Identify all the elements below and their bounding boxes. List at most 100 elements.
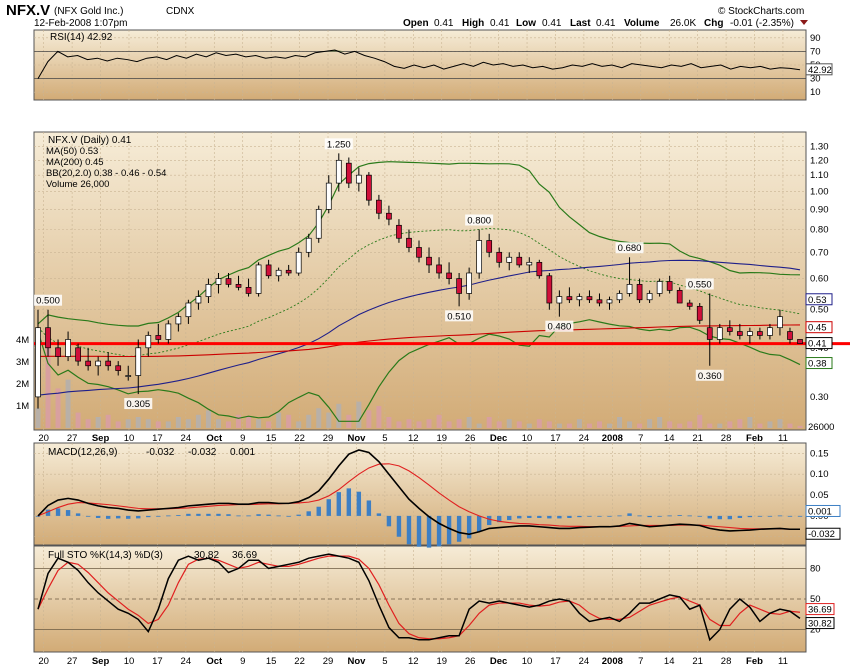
macd-histogram-bar	[797, 515, 803, 517]
candle-body	[556, 296, 563, 304]
volume-bar	[476, 423, 482, 428]
sto-k-line	[37, 553, 801, 642]
price-annotation: 0.305	[126, 399, 150, 410]
macd-histogram-bar	[186, 513, 191, 516]
candle-body	[195, 296, 202, 304]
volume-bar	[336, 403, 342, 428]
volume-bar	[55, 388, 61, 428]
x-tick-label: 28	[721, 433, 732, 444]
ma50-line	[37, 259, 801, 396]
price-annotation: 0.800	[467, 216, 491, 227]
volume-bar	[75, 412, 81, 428]
price-annotation: 0.360	[698, 371, 722, 382]
sto-value-tag	[805, 617, 835, 630]
macd-histogram-bar	[777, 515, 783, 517]
x-tick-label: 11	[778, 656, 788, 667]
x-tick-label: 7	[638, 656, 643, 667]
volume-bar	[446, 421, 452, 428]
volume-bar	[526, 423, 532, 428]
macd-histogram-bar	[557, 515, 562, 519]
x-tick-label: Nov	[347, 433, 366, 444]
chg-value: -0.01 (-2.35%)	[730, 18, 794, 29]
macd-histogram-bar	[246, 515, 251, 517]
price-tick-label: 1.10	[810, 170, 829, 181]
candle-body	[506, 256, 513, 263]
candle-body	[426, 256, 432, 266]
macd-histogram-bar	[436, 515, 442, 547]
last-value: 0.41	[596, 18, 616, 29]
chg-label: Chg	[704, 18, 723, 29]
candle-body	[797, 339, 803, 344]
volume-bar	[546, 421, 552, 428]
rsi-series	[34, 49, 806, 79]
macd-histogram-bar	[166, 515, 171, 517]
x-tick-label: 24	[181, 656, 192, 667]
volume-bar	[326, 412, 332, 428]
bb-upper-line	[37, 161, 801, 327]
price-tick-label: 1.00	[810, 186, 829, 197]
price-tick-label: 0.50	[810, 305, 829, 316]
x-tick-label: Dec	[490, 656, 507, 667]
x-tick-label: 21	[692, 656, 703, 667]
open-label: Open	[403, 18, 429, 29]
x-tick-label: 15	[266, 433, 277, 444]
candle-body	[396, 224, 402, 239]
candle-body	[476, 240, 483, 274]
macd-histogram-bar	[105, 515, 111, 519]
bb-lower-line	[37, 319, 801, 422]
price-tick-label: 0.90	[810, 204, 829, 215]
volume-bar	[386, 417, 392, 428]
candle-body	[767, 327, 773, 336]
candle-body	[696, 305, 703, 321]
macd-histogram-bar	[146, 515, 151, 518]
candle-body	[736, 331, 743, 336]
volume-bar	[787, 423, 793, 428]
candle-body	[75, 347, 81, 362]
volume-bar	[236, 414, 242, 428]
volume-bar	[65, 379, 71, 428]
ma200-line	[37, 324, 801, 358]
candle-body	[55, 347, 61, 357]
candle-body	[285, 269, 292, 274]
volume-tick-label: 4M	[16, 335, 29, 346]
macd-value: -0.032	[146, 447, 175, 458]
down-arrow-icon	[800, 20, 808, 25]
datetime-label: 12-Feb-2008 1:07pm	[34, 18, 127, 29]
macd-histogram-bar	[266, 514, 271, 516]
macd-panel	[33, 442, 807, 546]
exchange-label: CDNX	[166, 6, 195, 17]
macd-histogram-bar	[226, 514, 231, 516]
candle-body	[65, 339, 71, 357]
macd-signal-value: -0.032	[188, 447, 217, 458]
candle-body	[145, 335, 152, 349]
macd-histogram-bar	[527, 515, 532, 518]
macd-histogram-bar	[416, 515, 422, 547]
volume-bar	[607, 423, 612, 428]
sto-tick-label: 80	[810, 563, 821, 574]
macd-histogram-bar	[126, 515, 131, 519]
volume-bar	[717, 423, 723, 428]
candle-body	[666, 281, 673, 291]
x-tick-label: Sep	[92, 656, 110, 667]
volume-bar	[627, 421, 633, 428]
volume-bar	[777, 419, 783, 428]
price-title: NFX.V (Daily) 0.41	[48, 135, 132, 146]
x-tick-label: 29	[323, 433, 334, 444]
rsi-tick-label: 10	[810, 87, 821, 98]
volume-bar	[316, 408, 322, 428]
candle-body	[636, 284, 643, 301]
macd-histogram-bar	[587, 515, 592, 517]
candle-body	[155, 335, 162, 340]
candle-body	[436, 264, 442, 274]
x-tick-label: 11	[778, 433, 788, 444]
x-tick-label: 22	[294, 656, 305, 667]
rsi-title: RSI(14) 42.92	[50, 32, 113, 43]
macd-histogram-bar	[196, 513, 201, 516]
candle-body	[95, 360, 102, 367]
x-tick-label: 15	[266, 656, 277, 667]
x-tick-label: 12	[408, 433, 419, 444]
x-tick-label: 19	[436, 433, 447, 444]
candle-body	[536, 261, 543, 277]
price-tick-label: 0.30	[810, 392, 829, 403]
macd-histogram-bar	[697, 515, 702, 517]
